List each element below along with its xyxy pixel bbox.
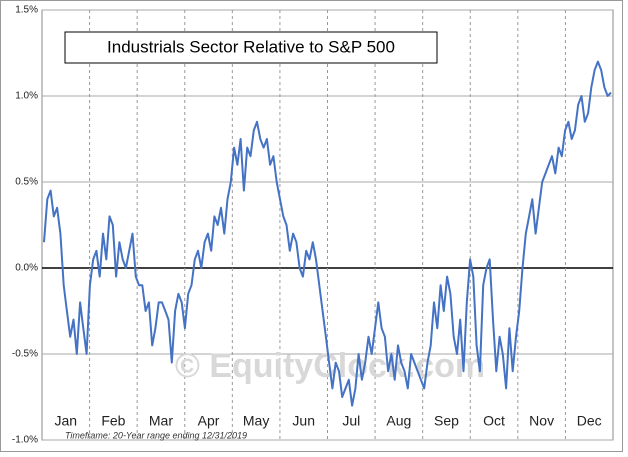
x-tick-label: Aug — [386, 413, 411, 429]
footnote: Timeframe: 20-Year range ending 12/31/20… — [65, 430, 247, 440]
x-tick-label: Feb — [101, 413, 125, 429]
y-tick-label: -0.5% — [12, 349, 38, 360]
x-tick-label: Sep — [434, 413, 459, 429]
x-tick-label: Mar — [149, 413, 173, 429]
y-tick-label: 1.0% — [15, 91, 38, 102]
x-tick-label: Jan — [55, 413, 78, 429]
x-tick-label: May — [243, 413, 269, 429]
y-tick-label: 1.5% — [15, 5, 38, 16]
x-tick-label: Jun — [292, 413, 315, 429]
x-tick-label: Apr — [198, 413, 220, 429]
title-box — [64, 31, 438, 64]
x-tick-label: Nov — [529, 413, 554, 429]
x-tick-label: Oct — [483, 413, 505, 429]
chart-title: Industrials Sector Relative to S&P 500 — [107, 37, 395, 56]
y-tick-label: 0.0% — [15, 263, 38, 274]
x-tick-label: Dec — [577, 413, 602, 429]
y-tick-label: -1.0% — [12, 435, 38, 446]
series-line — [43, 60, 612, 407]
x-tick-label: Jul — [342, 413, 360, 429]
y-tick-label: 0.5% — [15, 177, 38, 188]
